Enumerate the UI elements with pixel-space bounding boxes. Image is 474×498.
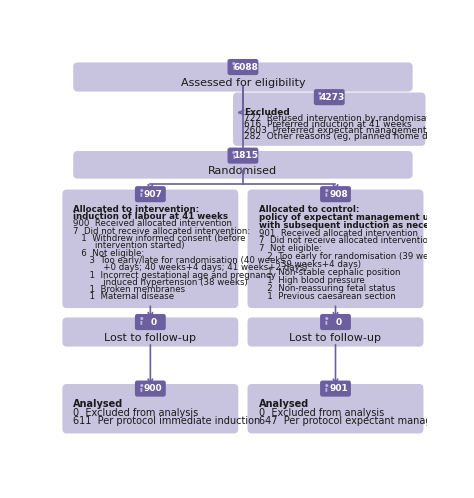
Text: ▮: ▮ [319,95,321,100]
Text: 901: 901 [329,384,348,393]
Text: ▮: ▮ [140,320,143,325]
Text: ●: ● [325,317,328,321]
Text: ●: ● [325,383,328,387]
Text: 1815: 1815 [233,151,258,160]
FancyBboxPatch shape [135,186,166,202]
Text: Assessed for eligibility: Assessed for eligibility [181,78,305,88]
Text: 2  Non-reassuring fetal status: 2 Non-reassuring fetal status [258,284,395,293]
Text: Randomised: Randomised [209,166,277,176]
FancyBboxPatch shape [63,384,238,433]
FancyBboxPatch shape [135,380,166,396]
Text: Analysed: Analysed [73,399,124,409]
FancyBboxPatch shape [247,317,423,347]
Text: 0  Excluded from analysis: 0 Excluded from analysis [73,408,199,418]
Text: ●: ● [139,317,143,321]
Text: ●: ● [318,92,322,96]
FancyBboxPatch shape [233,93,426,146]
FancyBboxPatch shape [228,147,258,164]
Text: ▮: ▮ [325,192,328,197]
Text: 2  Too early for randomisation (39 weeks+0 days;: 2 Too early for randomisation (39 weeks+… [258,252,474,261]
Text: ●: ● [139,189,143,193]
Text: Analysed: Analysed [258,399,309,409]
Text: induced hypertension (38 weeks): induced hypertension (38 weeks) [73,278,248,287]
Text: ▮: ▮ [325,320,328,325]
Text: ▮: ▮ [232,153,235,158]
Text: Lost to follow-up: Lost to follow-up [104,333,196,343]
Text: 1  Previous caesarean section: 1 Previous caesarean section [258,292,395,301]
Text: +0 days; 40 weeks+4 days; 41 weeks+2 days): +0 days; 40 weeks+4 days; 41 weeks+2 day… [73,263,308,272]
Text: ▮: ▮ [140,192,143,197]
Text: Lost to follow-up: Lost to follow-up [290,333,382,343]
Text: ●: ● [325,189,328,193]
Text: 1  High blood pressure: 1 High blood pressure [258,276,365,285]
Text: policy of expectant management until 42 weeks: policy of expectant management until 42 … [258,213,474,222]
Text: 722  Refused intervention by randomisation: 722 Refused intervention by randomisatio… [244,114,444,123]
Text: 7  Did not receive allocated intervention:: 7 Did not receive allocated intervention… [73,227,251,236]
Text: 7  Did not receive allocated intervention:: 7 Did not receive allocated intervention… [258,237,436,246]
Text: 6  Not eligible:: 6 Not eligible: [73,249,145,257]
Text: 1  Maternal disease: 1 Maternal disease [73,292,174,301]
Text: 282  Other reasons (eg, planned home delivery): 282 Other reasons (eg, planned home deli… [244,132,462,141]
FancyBboxPatch shape [320,314,351,330]
Text: 6088: 6088 [233,63,258,72]
Text: induction of labour at 41 weeks: induction of labour at 41 weeks [73,212,228,221]
Text: Excluded: Excluded [244,108,290,117]
FancyBboxPatch shape [247,384,423,433]
Text: 908: 908 [329,190,348,199]
Text: ●: ● [139,383,143,387]
Text: 0: 0 [336,318,341,327]
Text: 39 weeks+4 days): 39 weeks+4 days) [258,260,361,269]
FancyBboxPatch shape [73,62,413,92]
FancyBboxPatch shape [63,190,238,308]
Text: 616  Preferred induction at 41 weeks: 616 Preferred induction at 41 weeks [244,120,411,129]
Text: 900  Received allocated intervention: 900 Received allocated intervention [73,220,232,229]
Text: 611  Per protocol immediate induction: 611 Per protocol immediate induction [73,416,261,426]
Text: Allocated to intervention:: Allocated to intervention: [73,205,200,214]
FancyBboxPatch shape [228,59,258,75]
Text: ▮: ▮ [232,65,235,70]
Text: 1  Non-stable cephalic position: 1 Non-stable cephalic position [258,268,400,277]
Text: 7  Not eligible:: 7 Not eligible: [258,245,321,253]
FancyBboxPatch shape [314,89,345,105]
Text: 900: 900 [144,384,163,393]
Text: ●: ● [232,150,236,154]
Text: 0: 0 [150,318,156,327]
Text: ▮: ▮ [325,386,328,391]
Text: intervention started): intervention started) [73,242,185,250]
FancyBboxPatch shape [320,186,351,202]
Text: ●: ● [232,62,236,66]
Text: ▮: ▮ [140,386,143,391]
FancyBboxPatch shape [135,314,166,330]
FancyBboxPatch shape [320,380,351,396]
Text: 647  Per protocol expectant management: 647 Per protocol expectant management [258,416,463,426]
FancyBboxPatch shape [247,190,423,308]
Text: 1  Broken membranes: 1 Broken membranes [73,285,185,294]
Text: 4273: 4273 [319,93,345,102]
Text: 1  Incorrect gestational age and pregnancy: 1 Incorrect gestational age and pregnanc… [73,270,276,279]
Text: 1  Withdrew informed consent (before: 1 Withdrew informed consent (before [73,234,246,243]
Text: 2603  Preferred expectant management until 42 weeks: 2603 Preferred expectant management unti… [244,126,474,135]
Text: 907: 907 [144,190,163,199]
Text: 3  Too early/late for randomisation (40 weeks: 3 Too early/late for randomisation (40 w… [73,256,285,265]
Text: with subsequent induction as necessary: with subsequent induction as necessary [258,221,455,230]
Text: 901  Received allocated intervention: 901 Received allocated intervention [258,229,418,238]
Text: Allocated to control:: Allocated to control: [258,205,359,214]
Text: 0  Excluded from analysis: 0 Excluded from analysis [258,408,384,418]
FancyBboxPatch shape [63,317,238,347]
FancyBboxPatch shape [73,151,413,179]
